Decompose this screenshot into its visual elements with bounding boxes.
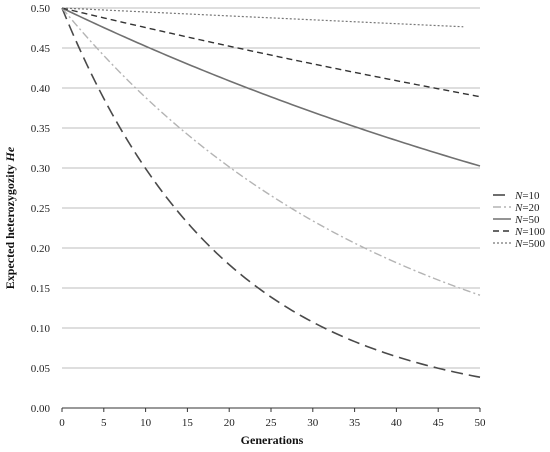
series-line-N=100 [61,7,481,98]
x-tick-label-25: 25 [266,417,278,429]
y-axis-title-text: Expected heterozygozity [3,161,17,289]
legend-label-N=20: N=20 [514,202,540,214]
y-tick-label-0.10: 0.10 [31,323,51,335]
series-line-N=50 [61,7,481,167]
y-tick-label-0.15: 0.15 [31,283,51,295]
y-tick-label-0.30: 0.30 [31,163,51,175]
x-tick-label-30: 30 [307,417,319,429]
x-tick-label-15: 15 [182,417,194,429]
y-tick-label-0.20: 0.20 [31,243,51,255]
y-tick-label-0.35: 0.35 [31,123,51,135]
y-tick-label-0.00: 0.00 [31,403,51,415]
x-tick-label-45: 45 [433,417,445,429]
x-tick-label-10: 10 [140,417,152,429]
y-axis-title: Expected heterozygozity He [3,146,17,289]
x-tick-label-20: 20 [224,417,236,429]
x-axis-title: Generations [241,433,304,447]
x-tick-label-5: 5 [101,417,107,429]
y-tick-label-0.50: 0.50 [31,3,51,15]
y-tick-label-0.25: 0.25 [31,203,51,215]
legend-label-N=10: N=10 [514,190,540,202]
grid-lines [62,7,480,369]
legend-label-N=500: N=500 [514,238,546,250]
y-tick-label-0.05: 0.05 [31,363,51,375]
series-lines [61,7,481,379]
legend-label-N=100: N=100 [514,226,546,238]
x-tick-label-50: 50 [475,417,487,429]
series-line-N=10 [61,7,481,379]
x-ticks [61,408,481,412]
x-tick-labels: 0 5 10 15 20 25 30 35 40 45 50 [59,417,486,429]
x-tick-label-0: 0 [59,417,65,429]
series-line-N=500 [61,7,464,28]
y-axis-title-symbol: He [3,146,17,162]
series-line-N=20 [61,7,481,296]
legend-label-N=50: N=50 [514,214,540,226]
x-tick-label-40: 40 [391,417,403,429]
y-tick-label-0.45: 0.45 [31,43,51,55]
y-tick-label-0.40: 0.40 [31,83,51,95]
x-tick-label-35: 35 [349,417,361,429]
y-tick-labels: 0.00 0.05 0.10 0.15 0.20 0.25 0.30 0.35 0.40 0.45… [31,3,51,415]
